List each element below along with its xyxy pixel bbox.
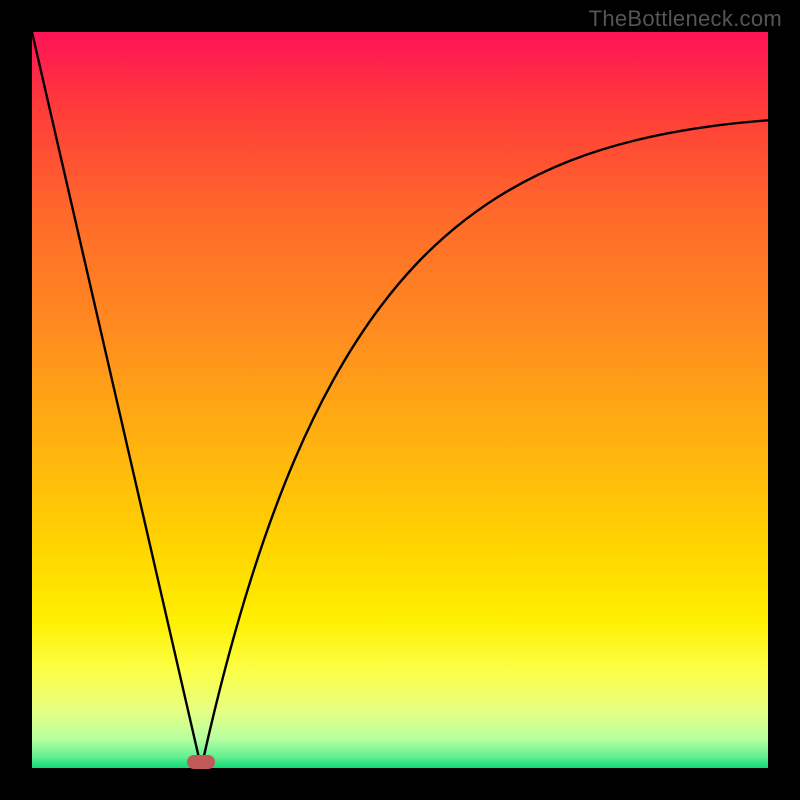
watermark-text: TheBottleneck.com [589,6,782,32]
plot-area [32,32,768,768]
vertex-marker [187,755,215,769]
gradient-background [32,32,768,768]
chart-frame: TheBottleneck.com [0,0,800,800]
chart-svg [32,32,768,768]
